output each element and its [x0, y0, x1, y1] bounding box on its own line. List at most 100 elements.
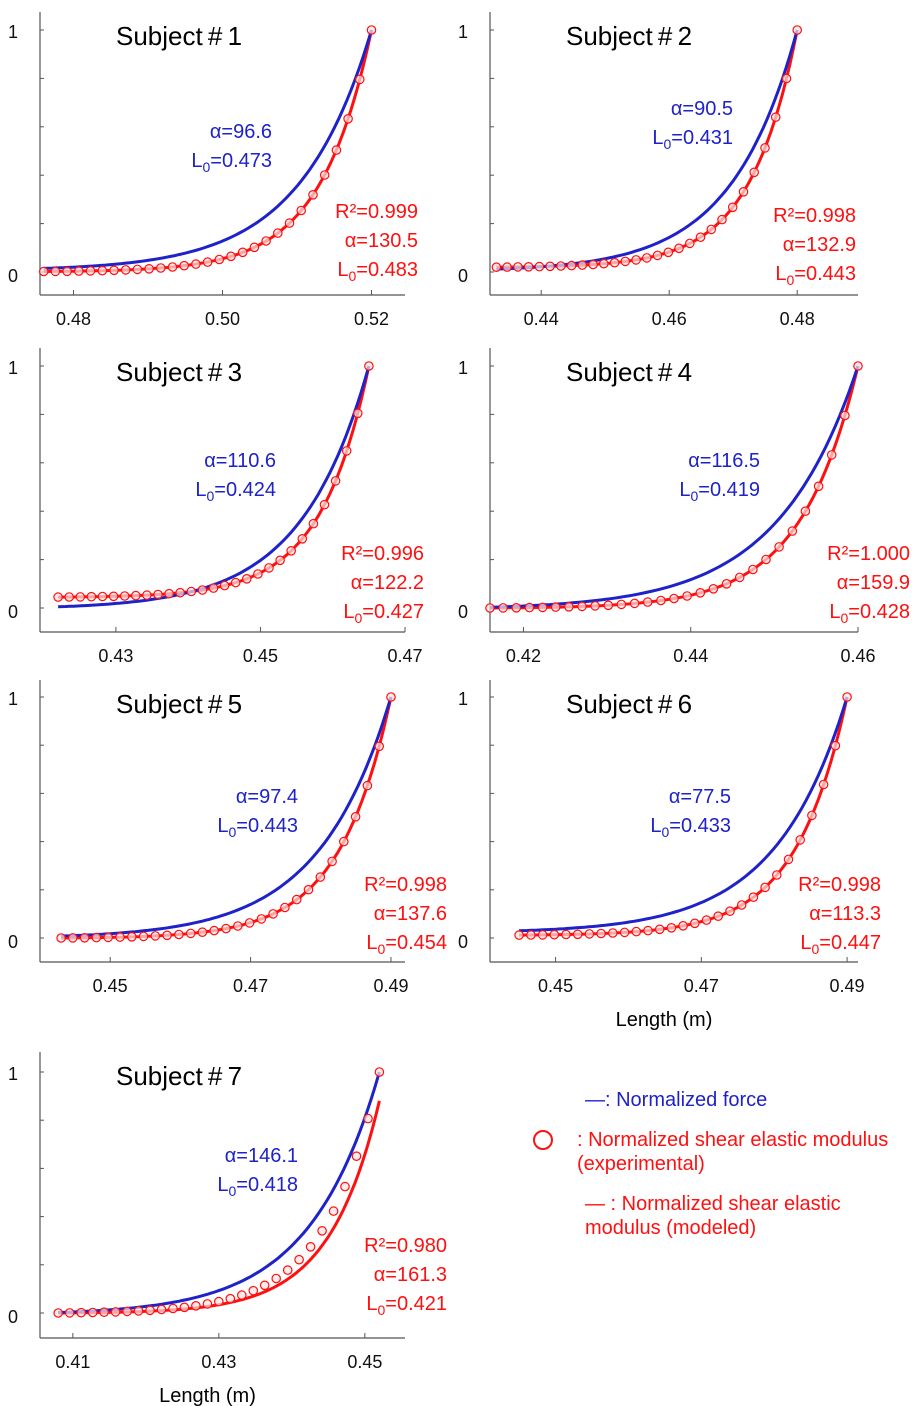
experimental-point [738, 187, 749, 197]
experimental-point [261, 236, 271, 246]
modulus-fit-label-line-1: α=159.9 [837, 572, 910, 594]
experimental-point [271, 1273, 281, 1284]
experimental-point [174, 929, 184, 940]
panel-subject-6: 0.45 0.47 0.49 1 0 Subject # 6 α=77.5 L0=0.433 R… [458, 680, 881, 1031]
experimental-point [663, 247, 674, 258]
experimental-point [153, 589, 163, 600]
modulus-fit-label-line-1: α=130.5 [345, 230, 418, 252]
panel-subject-7: 0.41 0.43 0.45 1 0 Subject # 7 α=146.1 L0=0.418… [8, 1052, 447, 1406]
experimental-point [374, 1067, 385, 1077]
experimental-point [695, 232, 706, 242]
experimental-point [225, 1293, 236, 1304]
experimental-point [642, 597, 653, 607]
experimental-point [674, 243, 684, 254]
x-tick-label: 0.45 [243, 646, 278, 666]
experimental-point [275, 555, 285, 566]
experimental-point [826, 450, 837, 460]
y-tick-label: 0 [458, 602, 468, 622]
y-tick-label: 0 [8, 1307, 18, 1327]
experimental-point [631, 255, 641, 265]
experimental-point [56, 933, 66, 943]
y-tick-label: 0 [8, 266, 18, 286]
experimental-point [268, 909, 278, 919]
experimental-point [813, 481, 824, 492]
y-tick-label: 1 [8, 358, 18, 378]
experimental-point [308, 190, 318, 200]
force-fit-label-line-1: L0=0.419 [679, 479, 760, 504]
force-fit-label-line-0: α=116.5 [688, 450, 760, 472]
modulus-fit-label-line-0: R²=0.996 [341, 543, 424, 565]
experimental-point [513, 262, 523, 272]
force-fit-label-line-0: α=146.1 [225, 1145, 298, 1167]
experimental-point [297, 533, 308, 544]
experimental-point [549, 929, 560, 940]
experimental-point [191, 259, 201, 269]
panel-title: Subject # 3 [116, 357, 242, 387]
x-tick-label: 0.46 [652, 309, 687, 329]
experimental-point [340, 1181, 350, 1192]
experimental-point [781, 73, 792, 84]
experimental-point [502, 262, 512, 272]
experimental-point [564, 601, 574, 612]
experimental-point [317, 1226, 327, 1236]
experimental-point [175, 587, 185, 598]
experimental-point [556, 261, 566, 271]
experimental-point [259, 1280, 270, 1291]
experimental-point [736, 900, 747, 910]
experimental-point [197, 585, 208, 595]
experimental-point [244, 918, 255, 928]
experimental-point [526, 930, 536, 940]
experimental-point [91, 932, 102, 943]
experimental-point [294, 1254, 304, 1265]
modulus-fit-label-line-0: R²=0.998 [798, 874, 881, 896]
modulus-fit-label-line-1: α=122.2 [351, 572, 424, 594]
experimental-point [350, 811, 361, 822]
experimental-point [233, 921, 243, 931]
experimental-point [185, 928, 196, 939]
x-tick-label: 0.41 [55, 1352, 90, 1372]
panel-title: Subject # 2 [566, 21, 692, 51]
experimental-point [620, 256, 631, 267]
experimental-point [79, 932, 90, 943]
panel-subject-1: 0.48 0.50 0.52 1 0 Subject # 1 α=96.6 L0=0.473 R… [8, 12, 418, 329]
x-tick-label: 0.52 [354, 309, 389, 329]
experimental-point [818, 779, 829, 790]
experimental-point [150, 931, 161, 941]
experimental-point [545, 261, 555, 272]
circle-marker-icon [533, 1130, 553, 1150]
experimental-point [550, 602, 561, 612]
modulus-fit-label-line-2: L0=0.427 [343, 601, 424, 626]
x-tick-label: 0.49 [373, 976, 408, 996]
experimental-point [249, 242, 260, 253]
force-line [61, 696, 393, 938]
experimental-point [167, 262, 178, 272]
experimental-point [577, 601, 587, 612]
panel-subject-5: 0.45 0.47 0.49 1 0 Subject # 5 α=97.4 L0=0.443 R… [8, 680, 447, 996]
x-tick-label: 0.44 [524, 309, 559, 329]
experimental-point [237, 1290, 247, 1300]
x-axis-label: Length (m) [159, 1385, 256, 1406]
experimental-point [156, 1304, 167, 1315]
y-tick-label: 1 [458, 358, 468, 378]
experimental-point [108, 591, 119, 602]
experimental-point [75, 592, 86, 602]
experimental-point [230, 577, 241, 588]
experimental-point [725, 906, 735, 916]
experimental-point [534, 261, 545, 272]
experimental-point [109, 265, 119, 276]
force-fit-label-line-0: α=110.6 [204, 450, 276, 472]
experimental-point [144, 263, 154, 274]
panel-subject-2: 0.44 0.46 0.48 1 0 Subject # 2 α=90.5 L0=0.431 R… [458, 12, 858, 329]
experimental-point [761, 554, 771, 565]
experimental-point [120, 265, 131, 275]
experimental-point [760, 882, 770, 893]
experimental-point [792, 25, 802, 35]
experimental-point [122, 1306, 132, 1317]
x-tick-label: 0.47 [684, 976, 719, 996]
y-tick-label: 0 [458, 932, 468, 952]
force-fit-label-line-1: L0=0.443 [217, 815, 298, 840]
force-fit-label-line-1: L0=0.433 [650, 815, 731, 840]
experimental-point [800, 506, 811, 516]
x-tick-label: 0.45 [347, 1352, 382, 1372]
experimental-point [537, 602, 548, 613]
